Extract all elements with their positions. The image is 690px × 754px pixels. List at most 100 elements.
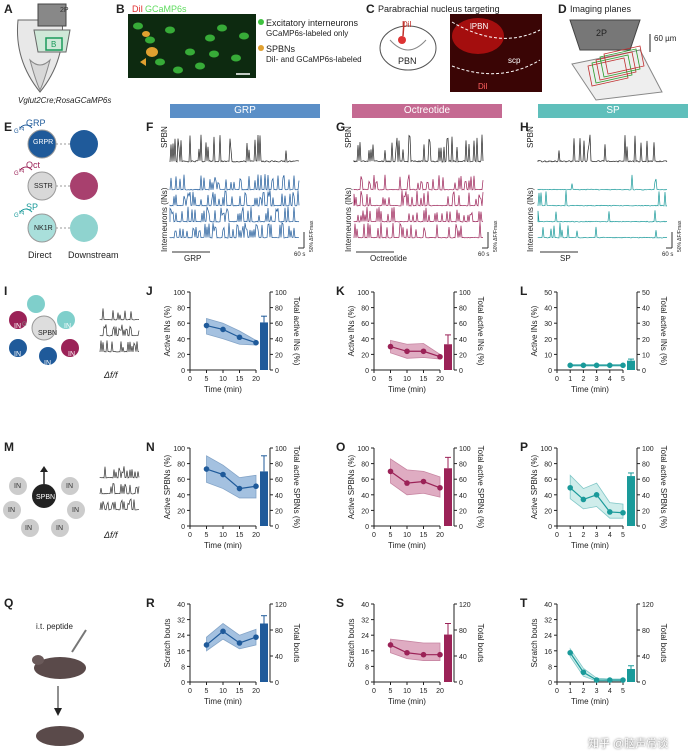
y-tick-label: 24 [544,633,552,640]
panel-b-gcamp-label: GCaMP6s [145,4,187,14]
y-axis-label: Active SPBNs (%) [530,454,539,519]
trace-f-scale: 50% ΔF/Fmax [309,220,315,252]
y-axis-label: Scratch bouts [530,619,539,668]
data-point [236,485,243,492]
x-tick-label: 5 [205,688,209,695]
panel-i-in2: IN [64,323,71,330]
mean-line [206,324,257,344]
df-trace [99,308,140,321]
data-point [420,348,427,355]
panel-letter-j: J [146,284,153,298]
data-point [593,362,600,369]
y-tick-label: 40 [177,337,185,344]
gcamp-cell [209,50,219,58]
data-point [253,339,259,346]
data-point [607,362,613,369]
y2-tick-label: 20 [642,337,650,344]
x-axis-label: Time (min) [571,541,609,550]
x-tick-label: 1 [568,532,572,539]
x-tick-label: 2 [581,688,585,695]
panel-letter-g: G [336,120,346,134]
y2-tick-label: 80 [275,628,283,635]
panel-letter-c: C [366,2,375,16]
panel-m-in6: IN [56,525,63,532]
in-node [61,339,79,357]
panel-e-sstr: SSTR [34,183,53,190]
mouse-icon [36,726,84,746]
gcamp-cell [155,58,165,66]
summary-bar [260,322,268,370]
y2-axis-label: Total active SPBNs (%) [659,446,668,529]
y2-tick-label: 120 [642,602,654,609]
x-tick-label: 0 [372,532,376,539]
data-point [593,492,600,498]
in-node-grey [51,519,69,537]
panel-e-nk1r: NK1R [34,225,53,232]
y2-tick-label: 10 [642,352,650,359]
y-tick-label: 80 [177,306,185,313]
data-point [620,677,626,683]
imaging-window [33,29,71,53]
gcamp-cell [173,66,183,74]
x-axis-label: Time (min) [388,385,426,394]
y-tick-label: 40 [177,602,185,609]
panel-c-dii2-label: DiI [478,82,488,91]
x-tick-label: 0 [555,532,559,539]
imaging-plane [587,57,629,87]
neuron-downstream [70,214,98,242]
x-tick-label: 20 [252,688,260,695]
y-tick-label: 0 [365,524,369,531]
y2-tick-label: 100 [275,290,287,297]
spbn-cell [142,31,150,37]
panel-c-lpbn-label: lPBN [470,22,489,31]
x-tick-label: 5 [621,688,625,695]
data-point [580,669,587,676]
data-point [404,480,410,486]
df-trace [99,498,140,511]
y-tick-label: 20 [544,508,552,515]
data-point [437,484,443,491]
x-tick-label: 10 [403,688,411,695]
objective-icon [37,3,67,27]
imaging-plane [591,54,633,84]
panel-e-g2: G [14,171,19,177]
x-axis-label: Time (min) [571,697,609,706]
interneuron-trace [169,221,300,239]
grey-matter-shape [29,58,51,92]
x-axis-label: Time (min) [204,385,242,394]
error-band [390,638,441,661]
panel-e-g3: G [14,213,19,219]
panel-i-center: SPBN [38,330,58,337]
imaging-plane [603,45,645,75]
y-tick-label: 60 [177,321,185,328]
spbn-trace [353,134,484,163]
data-point [567,484,573,491]
y-tick-label: 0 [181,524,185,531]
y2-tick-label: 40 [459,493,467,500]
data-point [404,649,410,656]
y2-tick-label: 50 [642,290,650,297]
x-tick-label: 20 [252,532,260,539]
panel-letter-f: F [146,120,154,134]
x-tick-label: 3 [595,532,599,539]
y-tick-label: 20 [361,508,369,515]
data-point [220,471,226,478]
y-tick-label: 32 [544,618,552,625]
dii-arrow [402,21,405,37]
field-box [45,37,63,51]
x-tick-label: 0 [188,376,192,383]
y-tick-label: 20 [177,508,185,515]
y2-tick-label: 0 [459,524,463,531]
trace-f-ins: Interneurons (INs) [160,187,169,252]
y-tick-label: 24 [361,633,369,640]
data-point [607,509,613,515]
grp-header: GRP [170,104,320,118]
panel-letter-b: B [116,2,125,16]
x-tick-label: 5 [205,532,209,539]
y-tick-label: 80 [177,462,185,469]
panel-a-genotype: Vglut2Cre;RosaGCaMP6s [18,96,112,105]
neuron-downstream [70,172,98,200]
panel-b-legend2-title: SPBNs [266,44,296,54]
x-axis-label: Time (min) [388,541,426,550]
df-trace [99,340,140,353]
